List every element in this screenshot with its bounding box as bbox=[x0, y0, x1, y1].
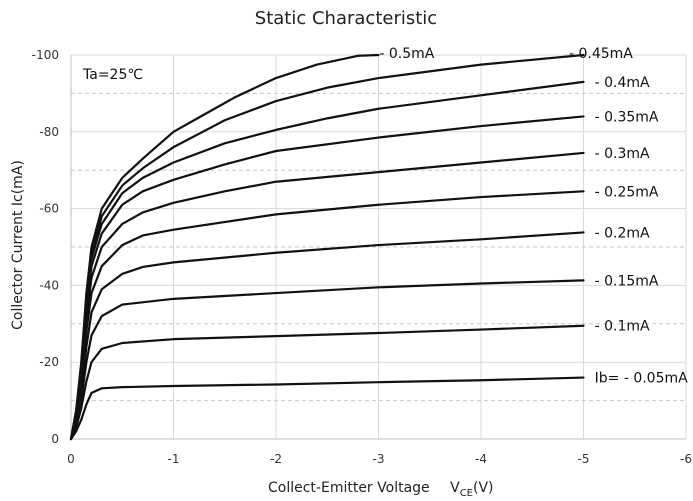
series-label: - 0.15mA bbox=[595, 273, 659, 289]
series-line bbox=[69, 376, 585, 441]
series-line bbox=[69, 53, 380, 441]
x-tick-label: -3 bbox=[373, 452, 385, 466]
y-tick-label: -20 bbox=[39, 355, 59, 369]
x-tick-label: -2 bbox=[270, 452, 282, 466]
x-tick-label: -1 bbox=[168, 452, 180, 466]
y-axis-title-text: Collector Current Ic(mA) bbox=[10, 160, 26, 330]
series-label: Ib= - 0.05mA bbox=[595, 371, 689, 387]
x-axis-title: Collect-Emitter Voltage VCE(V) bbox=[268, 480, 494, 499]
y-axis-title: Collector Current Ic(mA) bbox=[10, 160, 26, 330]
grid bbox=[71, 54, 687, 439]
x-axis-title-main: Collect-Emitter Voltage bbox=[268, 480, 430, 496]
series-label: - 0.25mA bbox=[595, 184, 659, 200]
series-line bbox=[69, 279, 585, 441]
x-axis-unit-tail: (V) bbox=[473, 480, 494, 496]
y-tick-label: -100 bbox=[32, 48, 59, 62]
series-labels: Ib= - 0.05mA - 0.1mA - 0.15mA - 0.2mA - 0.25… bbox=[379, 46, 688, 386]
series-line bbox=[69, 80, 585, 441]
x-tick-label: -5 bbox=[578, 452, 590, 466]
x-axis-unit-symbol: V bbox=[450, 480, 460, 496]
series-label: - 0.35mA bbox=[595, 109, 659, 125]
series-label: - 0.3mA bbox=[595, 146, 650, 162]
y-tick-label: 0 bbox=[51, 432, 59, 446]
y-tick-label: -80 bbox=[39, 125, 59, 139]
series-lines bbox=[69, 53, 585, 441]
temperature-annotation: Ta=25℃ bbox=[82, 67, 143, 83]
x-axis-title-text: Collect-Emitter Voltage VCE(V) bbox=[268, 480, 494, 499]
x-tick-label: 0 bbox=[67, 452, 75, 466]
y-tick-label: -40 bbox=[39, 278, 59, 292]
axes: 0 -1 -2 -3 -4 -5 -60-20-40-60-80-100 bbox=[32, 48, 692, 466]
series-label: - 0.1mA bbox=[595, 319, 650, 335]
series-line bbox=[69, 190, 585, 441]
x-tick-label: -4 bbox=[475, 452, 487, 466]
x-axis-unit-subscript: CE bbox=[460, 488, 473, 499]
series-label: - 0.5mA bbox=[379, 46, 434, 62]
series-label: - 0.45mA bbox=[569, 46, 633, 62]
series-line bbox=[69, 324, 585, 441]
series-line bbox=[69, 231, 585, 441]
y-tick-label: -60 bbox=[39, 202, 59, 216]
series-label: - 0.4mA bbox=[595, 75, 650, 91]
chart-title: Static Characteristic bbox=[255, 8, 437, 29]
series-label: - 0.2mA bbox=[595, 225, 650, 241]
x-tick-label: -6 bbox=[680, 452, 692, 466]
